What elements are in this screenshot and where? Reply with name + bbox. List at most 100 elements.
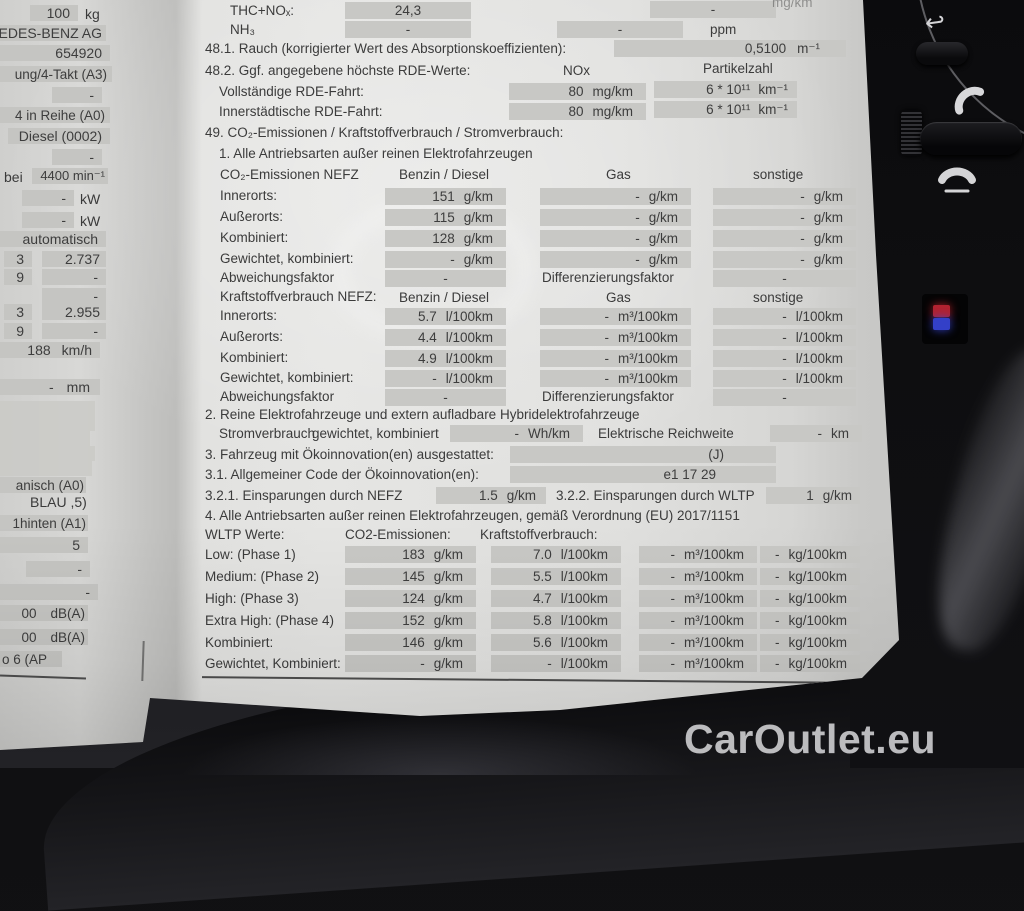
- value-box: -: [557, 21, 683, 38]
- cell-value: Diesel (0002): [19, 128, 102, 144]
- row-label: Gewichtet, Kombiniert:: [205, 656, 341, 671]
- value-box: EDES-BENZ AG: [0, 25, 106, 41]
- cell-value: 4.7: [533, 591, 552, 606]
- cell-unit: m³/100km: [684, 569, 744, 584]
- cell-value: -: [782, 330, 787, 345]
- cell-unit: mg/km: [593, 84, 634, 99]
- cell-unit: m³/100km: [684, 656, 744, 671]
- cell-unit: km⁻¹: [758, 102, 788, 118]
- value-box: 1.5g/km: [436, 487, 546, 504]
- cell-value: 146: [402, 635, 425, 650]
- cell-value: 4.4: [418, 330, 437, 345]
- value-box: -kg/100km: [760, 612, 860, 629]
- cell-value: 80: [568, 104, 583, 119]
- cell-unit: kg: [85, 6, 100, 22]
- cell-value: 6 * 10¹¹: [706, 82, 750, 97]
- cell-value: -: [800, 210, 805, 225]
- value-box: 4 in Reihe (A0): [0, 107, 110, 123]
- cell-value: -: [775, 635, 780, 650]
- value-box: 24,3: [345, 2, 471, 19]
- cell-unit: l/100km: [446, 330, 493, 345]
- cell-value: -: [61, 212, 66, 228]
- cell-unit: l/100km: [796, 371, 843, 386]
- value-box: -m³/100km: [639, 655, 757, 672]
- value-box: -kg/100km: [760, 590, 860, 607]
- value-box: -l/100km: [713, 350, 856, 367]
- cell-value: -: [800, 231, 805, 246]
- value-box: -kg/100km: [760, 634, 860, 651]
- cell-value: (J): [708, 447, 724, 462]
- cell-value: -: [432, 371, 437, 386]
- cell-value: -: [406, 22, 411, 37]
- value-box: -l/100km: [491, 655, 621, 672]
- cell-value: ung/4-Takt (A3): [15, 67, 107, 82]
- steering-wheel-button-top[interactable]: [916, 42, 968, 65]
- value-box: 128g/km: [385, 230, 506, 247]
- cell-value: 4400 min⁻¹: [40, 168, 105, 184]
- cell-unit: g/km: [464, 189, 493, 204]
- cell-value: 9: [16, 323, 24, 339]
- cell-unit: l/100km: [796, 330, 843, 345]
- scroll-thumbwheel[interactable]: [901, 110, 922, 156]
- cell-value: 3: [16, 304, 24, 320]
- cell-value: -: [670, 547, 675, 562]
- row-label: Abweichungsfaktor: [220, 389, 334, 404]
- cell-value: 9: [16, 269, 24, 285]
- value-box: -l/100km: [713, 370, 856, 387]
- row-label: Elektrische Reichweite: [598, 426, 734, 441]
- cell-value: o 6 (AP: [2, 652, 47, 667]
- cell-unit: l/100km: [561, 656, 608, 671]
- value-box: -m³/100km: [540, 329, 691, 346]
- empty-field-bar: [0, 461, 92, 476]
- cell-unit: m³/100km: [684, 547, 744, 562]
- cell-value: -: [782, 390, 787, 405]
- steering-wheel-button-bottom[interactable]: [920, 122, 1022, 155]
- row-label: Abweichungsfaktor: [220, 270, 334, 285]
- cell-value: 100: [47, 5, 70, 21]
- empty-field-bar: [0, 446, 95, 461]
- value-box: -g/km: [713, 251, 856, 268]
- value-box: 5.6l/100km: [491, 634, 621, 651]
- cell-unit: l/100km: [796, 309, 843, 324]
- column-header: sonstige: [753, 290, 803, 305]
- value-box: -m³/100km: [639, 612, 757, 629]
- cell-unit: g/km: [649, 189, 678, 204]
- value-box: -m³/100km: [639, 546, 757, 563]
- value-box: -km: [770, 425, 862, 442]
- row-label: Extra High: (Phase 4): [205, 613, 334, 628]
- cell-unit: m³/100km: [618, 371, 678, 386]
- blue-indicator-led: [933, 318, 950, 330]
- cell-value: -: [670, 569, 675, 584]
- cell-unit: m³/100km: [684, 635, 744, 650]
- cell-value: -: [800, 252, 805, 267]
- column-header: Gas: [606, 167, 631, 182]
- cell-unit: m⁻¹: [797, 41, 820, 57]
- cell-unit: g/km: [434, 656, 463, 671]
- back-arrow-icon[interactable]: ↩: [923, 7, 947, 39]
- cell-value: -: [604, 371, 609, 386]
- row-label: Kombiniert:: [220, 230, 288, 245]
- row-label: Kombiniert:: [205, 635, 273, 650]
- value-box: -: [22, 212, 74, 228]
- section-subtitle: 1. Alle Antriebsarten außer reinen Elekt…: [219, 146, 533, 161]
- cell-value: EDES-BENZ AG: [0, 25, 102, 41]
- cell-unit: km/h: [62, 342, 92, 358]
- cell-unit: dB(A): [50, 630, 85, 645]
- phone-hangup-icon[interactable]: [932, 160, 980, 196]
- value-box: -: [22, 190, 74, 206]
- value-box: Diesel (0002): [8, 128, 110, 144]
- value-box: 188 km/h: [0, 342, 100, 358]
- column-header: Benzin / Diesel: [399, 167, 489, 182]
- cell-unit: l/100km: [446, 351, 493, 366]
- cell-value: e1 17 29: [663, 467, 716, 482]
- cell-value: -: [93, 323, 98, 339]
- cell-unit: g/km: [434, 569, 463, 584]
- value-box: 100: [30, 5, 78, 21]
- value-box: -: [385, 389, 506, 406]
- cell-value: 3: [16, 251, 24, 267]
- cell-unit: g/km: [814, 189, 843, 204]
- value-box: 3: [4, 251, 32, 267]
- cell-value: 188: [27, 342, 50, 358]
- value-box: -kg/100km: [760, 655, 860, 672]
- row-label: Kombiniert:: [220, 350, 288, 365]
